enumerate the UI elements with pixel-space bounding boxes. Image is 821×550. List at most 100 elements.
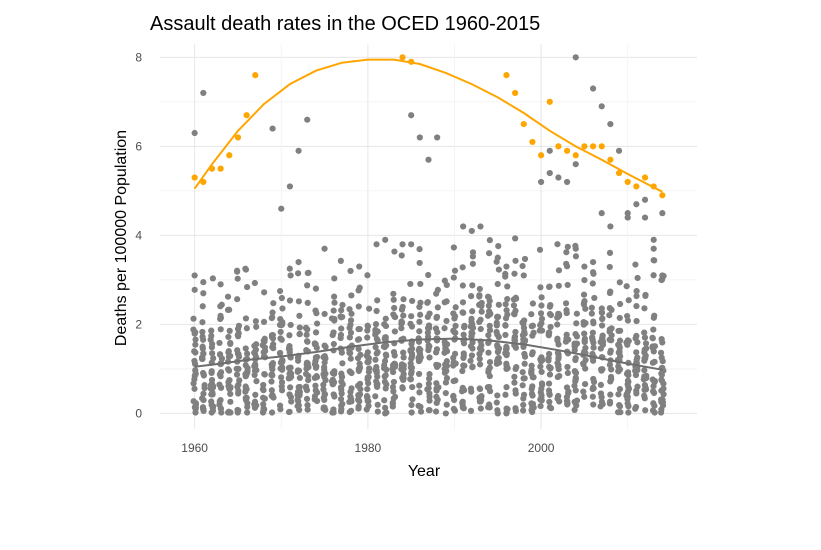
grey-point — [658, 377, 666, 384]
grey-point — [520, 401, 527, 409]
grey-point — [650, 348, 657, 355]
grey-point — [424, 313, 431, 321]
grey-point — [458, 388, 466, 395]
grey-point — [252, 391, 259, 398]
grey-point — [398, 252, 405, 259]
grey-point — [432, 408, 440, 415]
grey-point — [485, 294, 492, 301]
grey-point — [408, 401, 415, 409]
grey-point — [338, 378, 345, 385]
grey-point — [391, 313, 398, 320]
grey-point — [374, 383, 381, 391]
grey-point — [279, 305, 286, 312]
grey-point — [530, 329, 537, 336]
grey-point — [372, 328, 379, 335]
grey-point — [304, 360, 311, 367]
grey-point — [563, 260, 570, 267]
grey-point — [304, 338, 311, 345]
grey-point — [200, 279, 207, 286]
grey-point — [313, 344, 320, 351]
grey-point — [268, 392, 275, 400]
grey-point — [650, 400, 657, 407]
grey-point — [286, 297, 294, 304]
grey-point — [443, 317, 450, 325]
grey-point — [296, 324, 303, 331]
grey-point — [519, 382, 526, 389]
grey-point — [425, 322, 433, 329]
grey-point — [614, 409, 622, 416]
grey-point — [468, 227, 475, 235]
grey-point — [355, 392, 362, 399]
grey-point — [226, 376, 233, 384]
grey-point — [529, 392, 536, 399]
grey-point — [441, 365, 448, 373]
grey-point — [649, 388, 657, 395]
grey-point — [321, 405, 328, 412]
grey-point — [581, 277, 588, 284]
grey-point — [269, 125, 276, 132]
grey-point — [469, 363, 476, 370]
grey-point — [450, 310, 457, 317]
grey-point — [537, 389, 544, 396]
grey-point — [452, 377, 459, 384]
grey-point — [582, 305, 589, 312]
grey-point — [409, 396, 416, 403]
grey-point — [416, 318, 423, 325]
grey-point — [519, 262, 526, 270]
grey-point — [347, 355, 354, 362]
grey-point — [355, 345, 362, 353]
orange-point — [563, 147, 571, 154]
grey-point — [382, 315, 389, 322]
grey-point — [623, 283, 630, 290]
grey-point — [503, 360, 510, 367]
grey-point — [269, 314, 276, 321]
grey-point — [313, 397, 321, 405]
grey-point — [200, 372, 207, 379]
grey-point — [502, 391, 509, 398]
orange-point — [598, 143, 605, 150]
grey-point — [538, 320, 545, 327]
grey-point — [633, 302, 640, 310]
grey-point — [598, 309, 606, 316]
grey-point — [285, 364, 293, 372]
grey-point — [467, 407, 475, 414]
grey-point — [607, 378, 614, 385]
grey-point — [372, 344, 379, 351]
grey-point — [459, 399, 466, 406]
grey-point — [502, 273, 509, 280]
grey-point — [330, 391, 337, 398]
grey-point — [409, 297, 416, 305]
grey-point — [495, 354, 502, 362]
grey-point — [590, 375, 597, 383]
grey-point — [278, 205, 285, 212]
grey-point — [486, 383, 493, 391]
grey-point — [192, 336, 199, 343]
grey-point — [372, 356, 379, 363]
grey-point — [398, 320, 405, 327]
grey-point — [433, 363, 441, 371]
grey-point — [451, 328, 458, 336]
grey-point — [235, 381, 242, 388]
grey-point — [346, 324, 353, 332]
grey-point — [408, 241, 415, 248]
grey-point — [443, 358, 450, 365]
grey-point — [494, 331, 501, 338]
grey-point — [469, 249, 477, 256]
grey-point — [452, 322, 459, 330]
grey-point — [450, 405, 457, 412]
grey-point — [634, 354, 641, 361]
grey-point — [607, 288, 614, 295]
grey-point — [261, 406, 268, 413]
grey-point — [450, 244, 457, 251]
grey-point — [347, 393, 354, 400]
grey-point — [242, 345, 249, 352]
grey-point — [494, 280, 501, 288]
orange-point — [191, 174, 198, 181]
grey-point — [641, 214, 649, 221]
grey-point — [616, 342, 623, 349]
grey-point — [363, 392, 371, 400]
grey-point — [199, 303, 206, 310]
grey-point — [304, 282, 311, 289]
grey-point — [616, 403, 624, 410]
grey-point — [450, 274, 457, 281]
